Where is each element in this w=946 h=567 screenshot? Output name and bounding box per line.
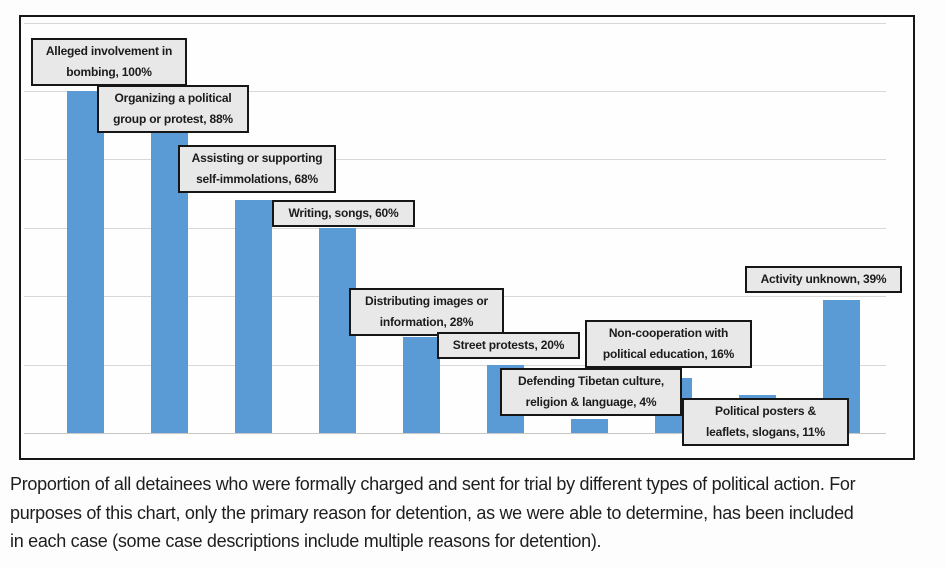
data-label-political-posters-leaflets-slogans: Political posters & leaflets, slogans, 11… — [682, 398, 849, 446]
data-label-line: Defending Tibetan culture, — [518, 374, 664, 388]
data-label-defending-tibetan-culture-religion-language: Defending Tibetan culture, religion & lan… — [500, 368, 682, 416]
gridline-120pct — [24, 22, 886, 24]
data-label-street-protests: Street protests, 20% — [437, 332, 580, 359]
gridline-60pct — [24, 227, 886, 229]
data-label-line: Political posters & — [715, 404, 816, 418]
data-label-line: Alleged involvement in — [45, 44, 173, 58]
bar-defending-tibetan-culture-religion-language — [571, 419, 608, 433]
data-label-line: religion & language, 4% — [525, 395, 657, 409]
data-label-line: bombing, 100% — [66, 65, 152, 79]
gridline-20pct — [24, 364, 886, 366]
data-label-distributing-images-or-information: Distributing images or information, 28% — [349, 288, 504, 336]
data-label-organizing-a-political-group-or-protest: Organizing a political group or protest, … — [97, 85, 249, 133]
caption-line-1: Proportion of all detainees who were for… — [10, 474, 856, 494]
bar-assisting-or-supporting-self-immolations — [235, 200, 272, 433]
data-label-line: information, 28% — [379, 315, 474, 329]
caption-line-2: purposes of this chart, only the primary… — [10, 502, 854, 523]
data-label-line: Activity unknown, 39% — [760, 272, 887, 286]
data-label-line: political education, 16% — [602, 347, 735, 361]
bar-distributing-images-or-information — [403, 337, 440, 433]
data-label-line: leaflets, slogans, 11% — [706, 425, 825, 439]
chart-frame: Alleged involvement in bombing, 100% Organ… — [19, 15, 915, 460]
data-label-non-cooperation-with-political-education: Non-cooperation with political education,… — [585, 320, 752, 368]
data-label-writing-songs: Writing, songs, 60% — [272, 200, 415, 227]
gridline-100pct — [24, 91, 886, 92]
data-label-line: self-immolations, 68% — [196, 172, 318, 186]
bar-alleged-involvement-in-bombing — [67, 91, 104, 433]
data-label-activity-unknown: Activity unknown, 39% — [745, 266, 902, 293]
data-label-line: Non-cooperation with — [608, 326, 729, 340]
x-axis-line — [24, 433, 886, 434]
caption-line-3: in each case (some case descriptions inc… — [10, 531, 602, 551]
data-label-alleged-involvement-in-bombing: Alleged involvement in bombing, 100% — [31, 38, 187, 86]
data-label-line: Distributing images or — [365, 294, 488, 308]
data-label-assisting-or-supporting-self-immolations: Assisting or supporting self-immolations,… — [178, 145, 336, 193]
data-label-line: group or protest, 88% — [113, 112, 233, 126]
data-label-line: Organizing a political — [114, 91, 232, 105]
data-label-line: Assisting or supporting — [191, 151, 323, 165]
gridline-80pct — [24, 159, 886, 161]
data-label-line: Street protests, 20% — [452, 338, 565, 352]
plot-area: Alleged involvement in bombing, 100% Organ… — [21, 17, 913, 458]
data-label-line: Writing, songs, 60% — [288, 206, 399, 220]
chart-caption: Proportion of all detainees who were for… — [10, 470, 856, 556]
